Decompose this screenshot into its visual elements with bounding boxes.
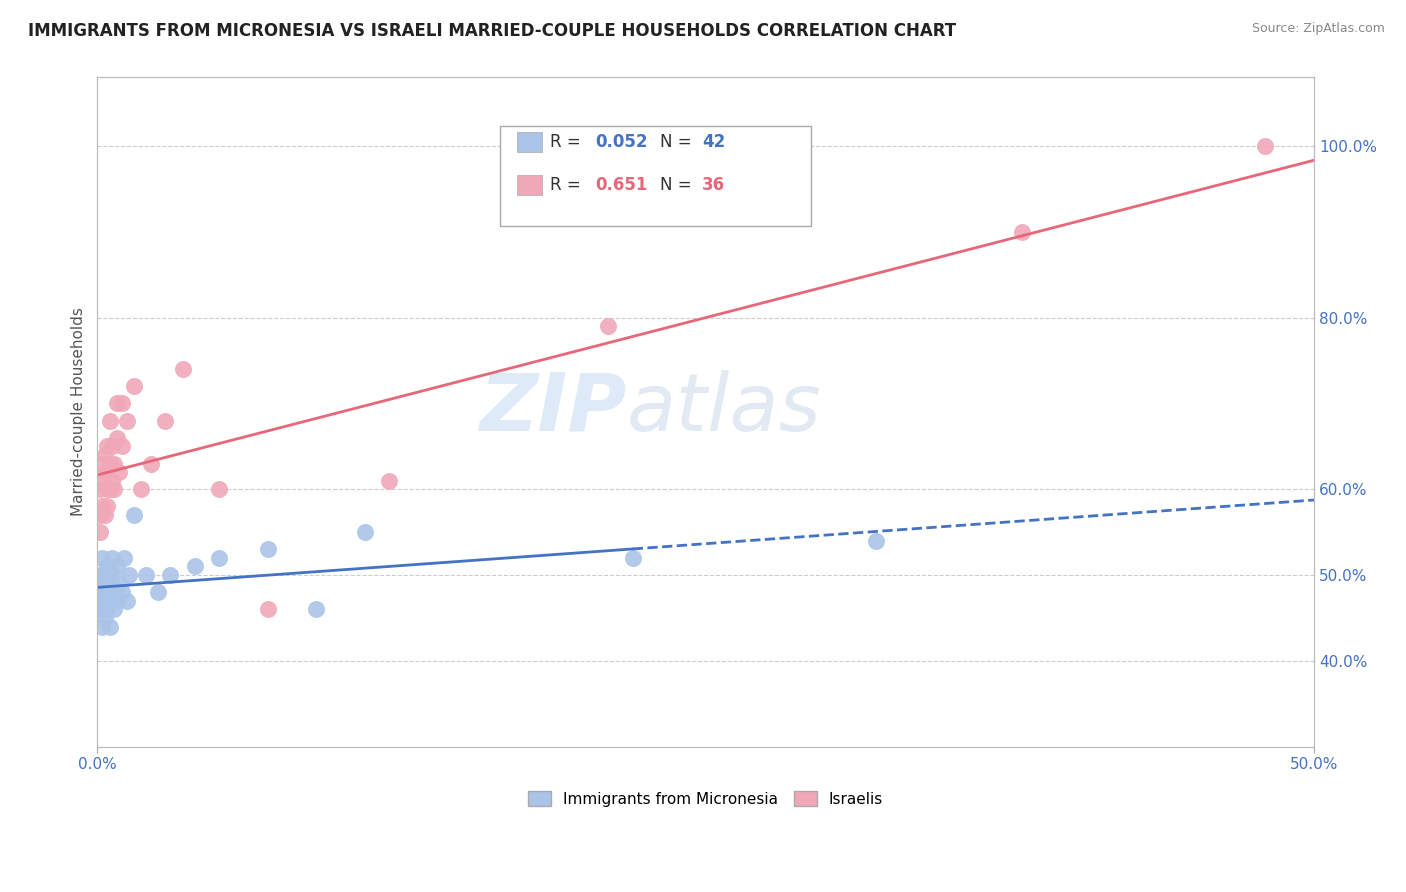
- Point: [89, 602, 111, 616]
- Point: [93, 585, 115, 599]
- Point: [93, 594, 115, 608]
- Point: [89, 508, 111, 522]
- Point: [208, 482, 231, 496]
- Point: [93, 602, 115, 616]
- Point: [89, 525, 111, 540]
- Point: [96, 585, 118, 599]
- Point: [98, 414, 121, 428]
- Point: [89, 585, 111, 599]
- Point: [865, 533, 887, 548]
- Point: [108, 576, 131, 591]
- Point: [98, 619, 121, 633]
- Point: [93, 465, 115, 479]
- Point: [256, 542, 278, 557]
- Point: [96, 500, 118, 514]
- Point: [101, 474, 124, 488]
- Point: [91, 457, 114, 471]
- Text: R =: R =: [550, 133, 586, 151]
- Text: N =: N =: [661, 176, 697, 194]
- Point: [115, 414, 138, 428]
- Point: [89, 568, 111, 582]
- Point: [98, 457, 121, 471]
- Point: [1011, 225, 1033, 239]
- Point: [98, 482, 121, 496]
- Text: 0.651: 0.651: [596, 176, 648, 194]
- Point: [93, 568, 115, 582]
- Point: [103, 482, 125, 496]
- Point: [101, 568, 124, 582]
- Point: [111, 396, 134, 410]
- Point: [96, 602, 118, 616]
- Text: ZIP: ZIP: [479, 369, 627, 448]
- Point: [105, 396, 128, 410]
- Point: [96, 559, 118, 574]
- Point: [208, 550, 231, 565]
- Point: [378, 474, 401, 488]
- Point: [256, 602, 278, 616]
- Point: [112, 550, 135, 565]
- Point: [129, 482, 152, 496]
- Point: [103, 585, 125, 599]
- Point: [183, 559, 205, 574]
- Legend: Immigrants from Micronesia, Israelis: Immigrants from Micronesia, Israelis: [522, 784, 889, 813]
- Point: [105, 594, 128, 608]
- Point: [122, 508, 145, 522]
- Point: [93, 611, 115, 625]
- Text: 0.052: 0.052: [596, 133, 648, 151]
- Point: [155, 414, 177, 428]
- Text: 36: 36: [702, 176, 725, 194]
- Point: [101, 439, 124, 453]
- Point: [91, 619, 114, 633]
- Point: [135, 568, 157, 582]
- Point: [103, 602, 125, 616]
- Point: [101, 585, 124, 599]
- Point: [148, 585, 170, 599]
- Point: [621, 550, 644, 565]
- Point: [111, 439, 134, 453]
- Point: [96, 439, 118, 453]
- Text: atlas: atlas: [627, 369, 821, 448]
- Point: [98, 576, 121, 591]
- Point: [101, 550, 124, 565]
- Text: Source: ZipAtlas.com: Source: ZipAtlas.com: [1251, 22, 1385, 36]
- Point: [172, 362, 194, 376]
- Text: 42: 42: [702, 133, 725, 151]
- Point: [91, 500, 114, 514]
- Point: [98, 594, 121, 608]
- Point: [93, 508, 115, 522]
- Text: R =: R =: [550, 176, 586, 194]
- Point: [91, 576, 114, 591]
- Point: [115, 594, 138, 608]
- Point: [103, 457, 125, 471]
- Point: [105, 431, 128, 445]
- Point: [93, 448, 115, 462]
- Point: [354, 525, 377, 540]
- Point: [96, 482, 118, 496]
- Point: [105, 559, 128, 574]
- Point: [91, 550, 114, 565]
- Point: [139, 457, 162, 471]
- Point: [122, 379, 145, 393]
- Point: [305, 602, 328, 616]
- Point: [89, 482, 111, 496]
- Point: [118, 568, 141, 582]
- Point: [91, 594, 114, 608]
- Point: [159, 568, 181, 582]
- Point: [96, 568, 118, 582]
- Point: [1254, 139, 1277, 153]
- Point: [598, 319, 620, 334]
- Text: IMMIGRANTS FROM MICRONESIA VS ISRAELI MARRIED-COUPLE HOUSEHOLDS CORRELATION CHAR: IMMIGRANTS FROM MICRONESIA VS ISRAELI MA…: [28, 22, 956, 40]
- Point: [108, 465, 131, 479]
- Text: N =: N =: [661, 133, 697, 151]
- Y-axis label: Married-couple Households: Married-couple Households: [72, 308, 86, 516]
- Point: [111, 585, 134, 599]
- Point: [91, 474, 114, 488]
